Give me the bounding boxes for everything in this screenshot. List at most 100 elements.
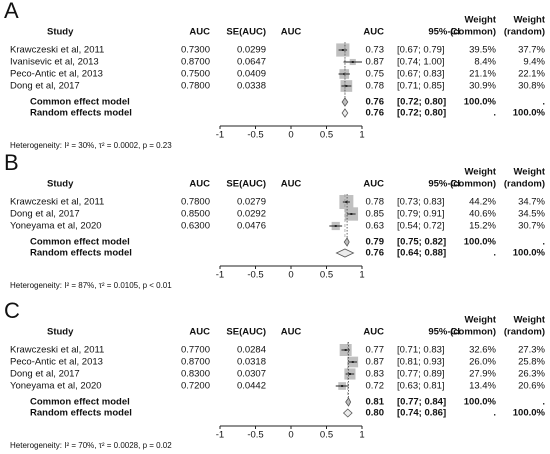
pooled-weight: 100.0% [513, 408, 546, 419]
x-tick-label: -0.5 [247, 130, 263, 141]
column-header: Weight [514, 315, 546, 326]
pooled-weight: . [542, 397, 545, 408]
point-estimate [351, 361, 354, 363]
weight-random: 34.5% [518, 209, 545, 220]
weight-random: 9.4% [523, 57, 545, 68]
x-tick-label: -1 [216, 270, 224, 281]
auc-estimate: 0.83 [366, 369, 385, 380]
x-tick-label: 0.5 [320, 130, 333, 141]
column-header: AUC [363, 179, 384, 190]
pooled-weight: 100.0% [464, 97, 497, 108]
column-header: SE(AUC) [226, 327, 266, 338]
ci-label: [0.71; 0.83] [397, 345, 445, 356]
study-name: Peco-Antic et al, 2013 [10, 357, 103, 368]
heterogeneity: Heterogeneity: I² = 70%, τ² = 0.0028, p … [10, 441, 172, 450]
se-value: 0.0409 [237, 69, 266, 80]
auc-estimate: 0.87 [366, 57, 385, 68]
auc-value: 0.8500 [181, 209, 210, 220]
column-header: (random) [504, 27, 545, 38]
x-tick-label: -0.5 [247, 430, 263, 441]
study-name: Yoneyama et al, 2020 [10, 381, 102, 392]
pooled-estimate: 0.79 [366, 237, 385, 248]
x-tick-label: 0 [288, 130, 293, 141]
x-tick-label: -1 [216, 430, 224, 441]
weight-common: 40.6% [469, 209, 496, 220]
point-estimate [341, 385, 344, 387]
weight-random: 25.8% [518, 357, 545, 368]
study-name: Yoneyama et al, 2020 [10, 221, 102, 232]
pooled-diamond [343, 237, 350, 247]
auc-value: 0.8300 [181, 369, 210, 380]
study-name: Krawczeski et al, 2011 [10, 197, 104, 208]
pooled-name: Common effect model [30, 97, 130, 108]
weight-common: 27.9% [469, 369, 496, 380]
ci-label: [0.73; 0.83] [397, 197, 445, 208]
column-header: Weight [465, 315, 497, 326]
auc-estimate: 0.75 [366, 69, 385, 80]
pooled-diamond [341, 108, 349, 118]
ci-label: [0.54; 0.72] [397, 221, 445, 232]
se-value: 0.0299 [237, 45, 266, 56]
panel-label: B [4, 150, 19, 175]
pooled-estimate: 0.81 [366, 397, 385, 408]
pooled-weight: 100.0% [464, 397, 497, 408]
x-tick-label: 1 [359, 130, 364, 141]
weight-common: 15.2% [469, 221, 496, 232]
pooled-weight: 100.0% [464, 237, 497, 248]
column-header: 95%-CI [428, 327, 460, 338]
weight-random: 37.7% [518, 45, 545, 56]
weight-random: 27.3% [518, 345, 545, 356]
pooled-name: Random effects model [30, 408, 132, 419]
pooled-diamond [335, 248, 355, 258]
column-header: SE(AUC) [226, 27, 266, 38]
x-tick-label: 0.5 [320, 430, 333, 441]
ci-label: [0.81; 0.93] [397, 357, 445, 368]
auc-value: 0.8700 [181, 57, 210, 68]
ci-label: [0.77; 0.89] [397, 369, 445, 380]
x-tick-label: 0.5 [320, 270, 333, 281]
weight-common: 30.9% [469, 81, 496, 92]
x-tick-label: -1 [216, 130, 224, 141]
auc-value: 0.6300 [181, 221, 210, 232]
column-header: AUC [363, 27, 384, 38]
weight-common: 39.5% [469, 45, 496, 56]
se-value: 0.0442 [237, 381, 266, 392]
pooled-estimate: 0.76 [366, 97, 385, 108]
column-header: Study [47, 179, 74, 190]
ci-label: [0.67; 0.83] [397, 69, 445, 80]
column-header: Weight [514, 167, 546, 178]
se-value: 0.0307 [237, 369, 266, 380]
pooled-ci: [0.75; 0.82] [397, 237, 446, 248]
panel-label: A [4, 0, 19, 23]
column-header: Weight [465, 15, 497, 26]
auc-estimate: 0.78 [366, 81, 385, 92]
x-tick-label: -0.5 [247, 270, 263, 281]
auc-estimate: 0.78 [366, 197, 385, 208]
pooled-ci: [0.72; 0.80] [397, 97, 446, 108]
column-header: Study [47, 27, 74, 38]
auc-value: 0.7200 [181, 381, 210, 392]
point-estimate [341, 49, 344, 51]
weight-common: 32.6% [469, 345, 496, 356]
column-header: (common) [450, 327, 496, 338]
column-header: AUC [189, 179, 210, 190]
pooled-ci: [0.77; 0.84] [397, 397, 446, 408]
column-header: AUC [281, 327, 302, 338]
se-value: 0.0279 [237, 197, 266, 208]
pooled-diamond [345, 397, 352, 407]
study-name: Dong et al, 2017 [10, 209, 80, 220]
pooled-estimate: 0.80 [366, 408, 385, 419]
pooled-weight: 100.0% [513, 108, 546, 119]
ci-label: [0.63; 0.81] [397, 381, 445, 392]
column-header: (common) [450, 179, 496, 190]
point-estimate [348, 373, 351, 375]
column-header: SE(AUC) [226, 179, 266, 190]
pooled-weight: . [542, 97, 545, 108]
column-header: 95%-CI [428, 179, 460, 190]
study-name: Krawczeski et al, 2011 [10, 45, 104, 56]
weight-random: 22.1% [518, 69, 545, 80]
pooled-name: Common effect model [30, 237, 130, 248]
auc-value: 0.7700 [181, 345, 210, 356]
se-value: 0.0284 [237, 345, 266, 356]
